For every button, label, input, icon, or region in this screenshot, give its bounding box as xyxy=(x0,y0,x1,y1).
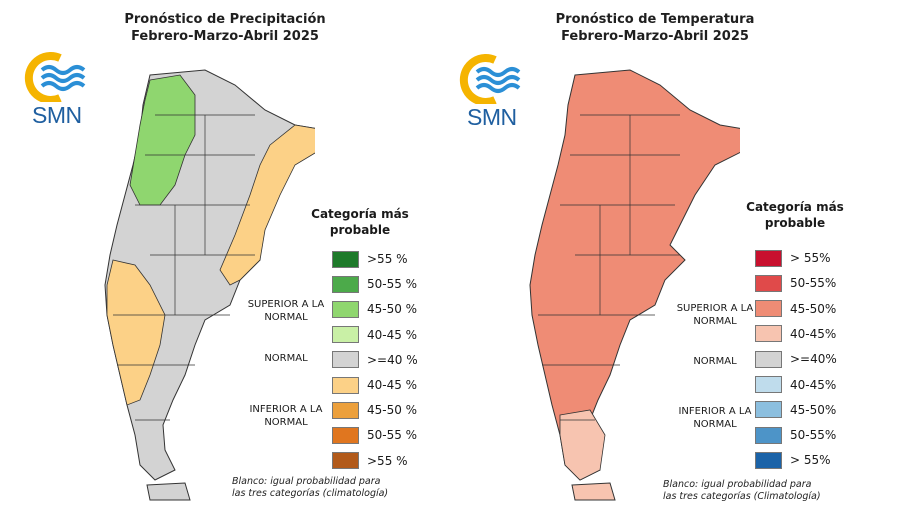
temp-legend-label: 50-55% xyxy=(790,276,837,291)
temperature-note: Blanco: igual probabilidad para las tres… xyxy=(663,479,893,503)
precip-legend-swatch xyxy=(332,452,359,470)
precip-legend-swatch xyxy=(332,275,359,293)
temperature-title: Pronóstico de Temperatura Febrero-Marzo-… xyxy=(530,11,780,45)
temperature-group-superior: SUPERIOR A LA NORMAL xyxy=(676,303,754,327)
temp-legend-swatch xyxy=(755,451,782,469)
precip-legend-item: 40-45 % xyxy=(332,326,417,344)
temp-legend-swatch xyxy=(755,426,782,444)
precipitation-legend-title-line2: probable xyxy=(329,223,391,237)
temp-legend-label: > 55% xyxy=(790,453,831,468)
tierra-del-fuego xyxy=(146,482,191,501)
precipitation-group-normal: NORMAL xyxy=(264,353,308,364)
smn-logo-icon xyxy=(24,52,86,104)
precip-legend-label: >55 % xyxy=(367,453,408,468)
precip-legend-label: 50-55 % xyxy=(367,277,418,292)
temp-legend-swatch xyxy=(755,325,782,343)
temp-legend-swatch xyxy=(755,401,782,419)
precip-legend-swatch xyxy=(332,300,359,318)
smn-logo-text: SMN xyxy=(467,104,517,130)
precip-legend-item: 45-50 % xyxy=(332,401,417,419)
precipitation-legend-title-line1: Categoría más xyxy=(311,207,409,221)
precipitation-note-line2: las tres categorías (climatología) xyxy=(232,488,389,499)
precip-legend-label: 40-45 % xyxy=(367,327,418,342)
precip-legend-label: 50-55 % xyxy=(367,428,418,443)
province-borders xyxy=(538,114,680,421)
temp-legend-item: 50-55% xyxy=(755,274,836,292)
temp-legend-swatch xyxy=(755,274,782,292)
region-below-normal-east xyxy=(219,124,315,286)
precip-legend-label: 40-45 % xyxy=(367,378,418,392)
precipitation-title-line1: Pronóstico de Precipitación xyxy=(124,12,326,27)
temp-legend-item: > 55% xyxy=(755,451,831,469)
temp-legend-label: 40-45% xyxy=(790,377,837,392)
smn-logo-icon xyxy=(459,54,521,106)
region-above-normal-40-45 xyxy=(559,409,606,481)
precipitation-title: Pronóstico de Precipitación Febrero-Marz… xyxy=(100,11,350,45)
precipitation-title-line2: Febrero-Marzo-Abril 2025 xyxy=(131,29,319,44)
temp-legend-swatch xyxy=(755,249,782,267)
temp-legend-label: > 55% xyxy=(790,251,831,265)
temp-legend-item: > 55% xyxy=(755,249,831,267)
precip-legend-item: 40-45 % xyxy=(332,376,417,394)
precipitation-group-inferior: INFERIOR A LA NORMAL xyxy=(249,404,323,428)
temperature-note-line1: Blanco: igual probabilidad para xyxy=(663,479,812,490)
temperature-group-inferior: INFERIOR A LA NORMAL xyxy=(678,406,752,430)
tierra-del-fuego xyxy=(571,482,616,501)
precip-legend-item: 50-55 % xyxy=(332,275,417,293)
smn-logo: SMN xyxy=(22,50,100,130)
temp-legend-label: 45-50% xyxy=(790,402,837,417)
temp-legend-label: >=40% xyxy=(790,352,837,367)
precip-legend-item: 50-55 % xyxy=(332,426,417,444)
temp-legend-item: 45-50% xyxy=(755,300,836,318)
temperature-title-line1: Pronóstico de Temperatura xyxy=(555,12,755,27)
temperature-title-line2: Febrero-Marzo-Abril 2025 xyxy=(561,29,749,44)
precip-legend-item: >55 % xyxy=(332,250,408,268)
temperature-note-line2: las tres categorías (Climatología) xyxy=(663,491,821,502)
temperature-map xyxy=(529,69,740,501)
temp-legend-swatch xyxy=(755,376,782,393)
argentina-region-above-normal xyxy=(529,69,740,481)
temp-legend-item: >=40% xyxy=(755,350,837,368)
precip-legend-swatch xyxy=(332,351,359,369)
precip-legend-item: 45-50 % xyxy=(332,300,417,318)
precip-legend-label: 45-50 % xyxy=(367,403,418,418)
precip-legend-swatch xyxy=(332,426,359,444)
temperature-panel: Pronóstico de Temperatura Febrero-Marzo-… xyxy=(455,0,910,521)
temp-legend-item: 40-45% xyxy=(755,376,836,394)
precip-legend-swatch xyxy=(332,376,359,394)
precip-legend-label: >=40 % xyxy=(367,352,418,367)
precip-legend-item: >=40 % xyxy=(332,351,418,369)
temperature-legend-title-line2: probable xyxy=(764,216,826,230)
precipitation-group-superior: SUPERIOR A LA NORMAL xyxy=(247,299,325,323)
precipitation-note: Blanco: igual probabilidad para las tres… xyxy=(232,476,432,500)
temperature-group-normal: NORMAL xyxy=(693,356,737,367)
region-below-normal-south xyxy=(106,259,166,406)
temp-legend-item: 45-50% xyxy=(755,401,836,419)
temperature-legend-title: Categoría más probable xyxy=(725,199,865,231)
temp-legend-label: 45-50% xyxy=(790,301,837,316)
temp-legend-label: 50-55% xyxy=(790,428,837,443)
precipitation-map xyxy=(104,69,315,501)
precip-legend-swatch xyxy=(332,250,359,268)
precip-legend-swatch xyxy=(332,326,359,344)
temp-legend-item: 40-45% xyxy=(755,325,836,343)
temp-legend-label: 40-45% xyxy=(790,326,837,341)
precipitation-note-line1: Blanco: igual probabilidad para xyxy=(232,476,381,487)
precip-legend-item: >55 % xyxy=(332,452,408,470)
smn-logo: SMN xyxy=(457,52,535,132)
precipitation-panel: Pronóstico de Precipitación Febrero-Marz… xyxy=(22,11,432,501)
precip-legend-label: 45-50 % xyxy=(367,302,418,317)
temp-legend-item: 50-55% xyxy=(755,426,836,444)
temp-legend-swatch xyxy=(755,300,782,318)
precipitation-legend-title: Categoría más probable xyxy=(300,206,420,238)
precip-legend-swatch xyxy=(332,401,359,419)
temperature-legend-title-line1: Categoría más xyxy=(746,200,844,214)
temp-legend-swatch xyxy=(755,350,782,368)
precip-legend-label: >55 % xyxy=(367,252,408,266)
smn-logo-text: SMN xyxy=(32,102,82,128)
province-borders xyxy=(113,114,255,421)
